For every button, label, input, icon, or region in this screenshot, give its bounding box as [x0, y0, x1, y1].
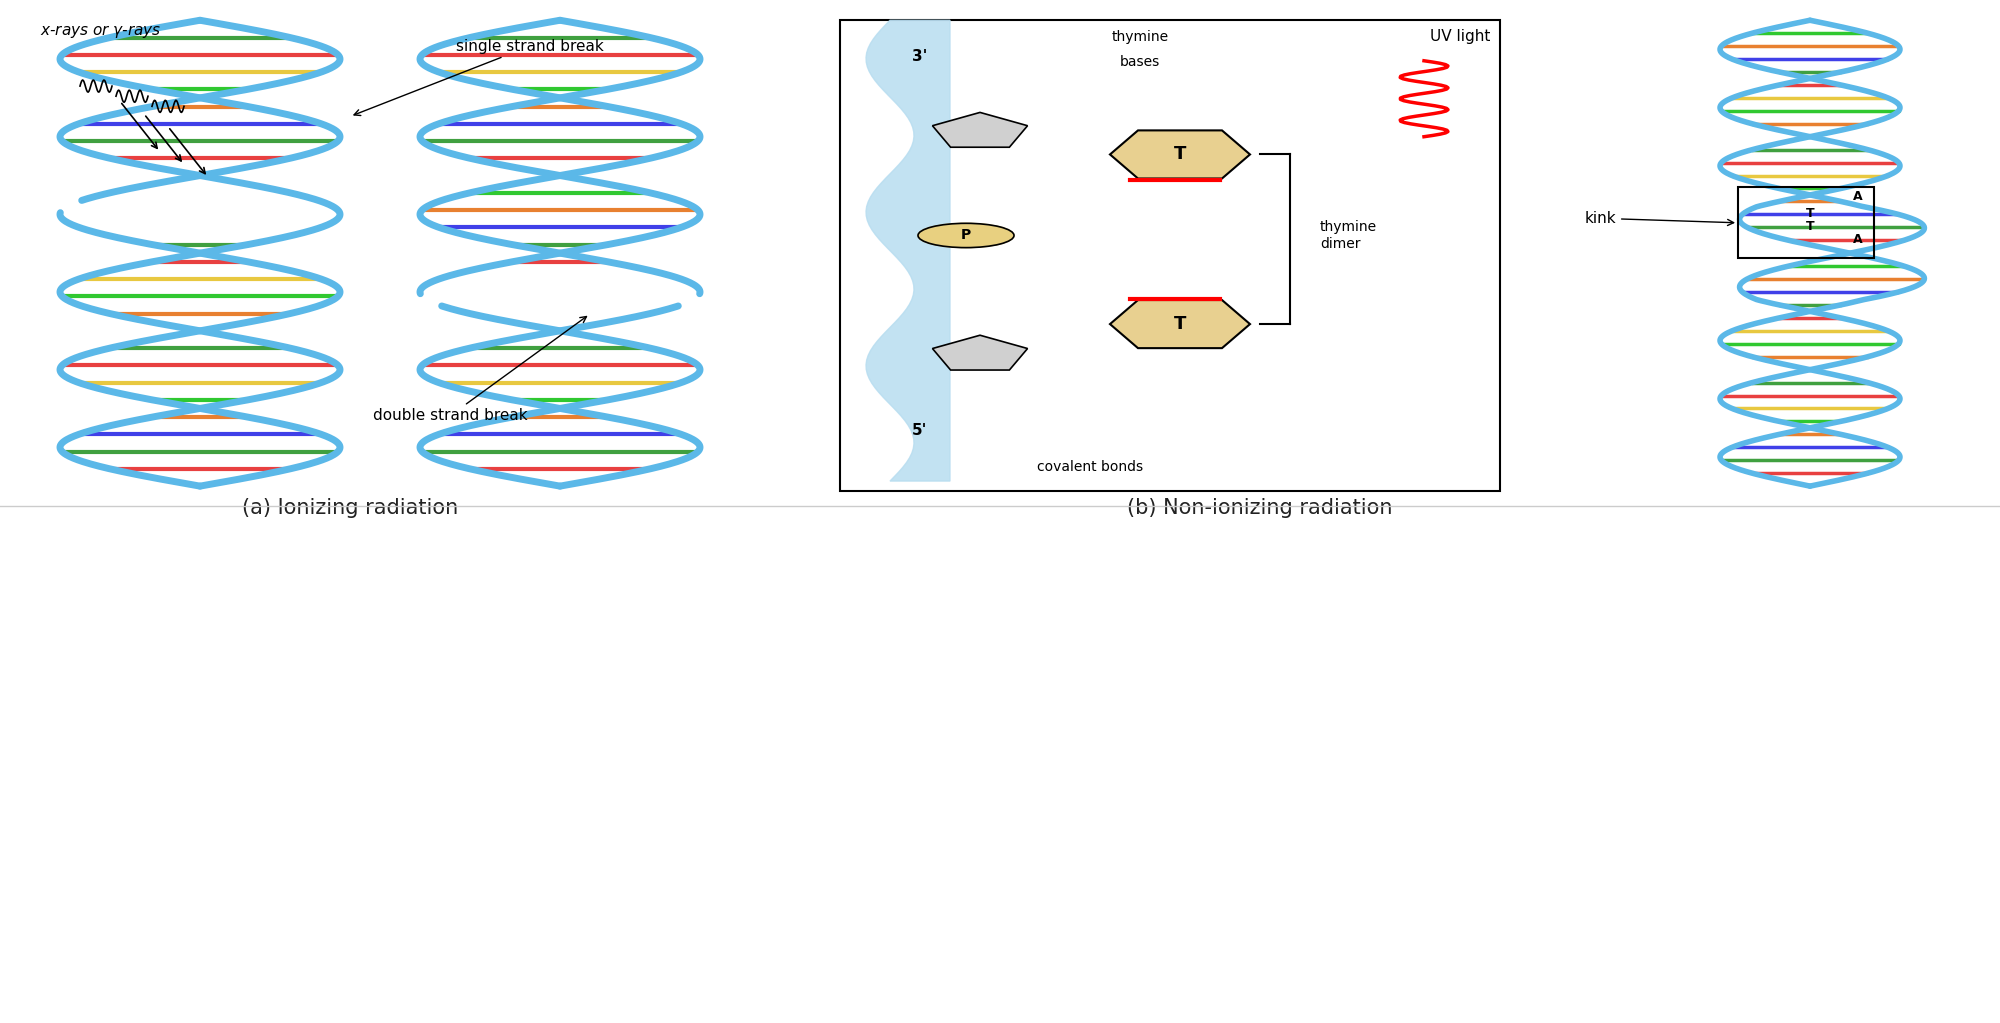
Circle shape — [918, 223, 1014, 248]
Text: NH: NH — [1750, 682, 1774, 698]
Text: T: T — [1174, 145, 1186, 164]
Text: O: O — [380, 721, 392, 737]
Text: UV light: UV light — [1430, 29, 1490, 44]
Text: sugar: sugar — [1582, 769, 1618, 783]
Text: O: O — [878, 636, 890, 651]
Text: HN: HN — [416, 682, 440, 698]
Text: NH: NH — [1010, 682, 1034, 698]
Polygon shape — [866, 20, 950, 481]
Text: sugar: sugar — [572, 769, 608, 783]
Text: bases: bases — [1120, 55, 1160, 69]
Text: double strand break: double strand break — [372, 316, 586, 424]
Text: N: N — [1314, 740, 1326, 754]
Text: O: O — [1058, 721, 1070, 737]
Text: O: O — [1798, 721, 1810, 737]
Text: T: T — [1806, 220, 1814, 233]
Text: sugar: sugar — [1302, 769, 1338, 783]
Text: covalent bonds: covalent bonds — [1036, 460, 1144, 474]
Text: O: O — [560, 636, 572, 651]
Text: kink: kink — [1584, 211, 1734, 226]
Text: single strand break: single strand break — [354, 39, 604, 116]
Text: N: N — [584, 740, 596, 754]
Text: O: O — [1110, 721, 1122, 737]
Text: 3': 3' — [912, 49, 928, 63]
Text: thymine
dimer: thymine dimer — [1320, 220, 1378, 251]
Text: P: P — [960, 228, 972, 242]
Text: (a) Ionizing radiation: (a) Ionizing radiation — [242, 498, 458, 519]
Text: N: N — [1594, 740, 1606, 754]
Polygon shape — [932, 336, 1028, 370]
Text: T: T — [1806, 208, 1814, 220]
Text: A: A — [1854, 232, 1862, 246]
FancyBboxPatch shape — [840, 20, 1500, 491]
Text: $x$-rays or $\gamma$-rays: $x$-rays or $\gamma$-rays — [40, 24, 162, 41]
Polygon shape — [1110, 130, 1250, 178]
Text: thymine: thymine — [1112, 30, 1168, 44]
Polygon shape — [1110, 300, 1250, 348]
Text: 5': 5' — [912, 424, 928, 439]
Polygon shape — [932, 113, 1028, 147]
Text: O: O — [1618, 636, 1630, 651]
Text: HN: HN — [1146, 682, 1170, 698]
Text: T: T — [1174, 315, 1186, 333]
Text: sugar: sugar — [842, 769, 878, 783]
Text: N: N — [854, 740, 866, 754]
Text: O: O — [1290, 636, 1302, 651]
Text: A: A — [1854, 190, 1862, 203]
Text: (b) Non-ionizing radiation: (b) Non-ionizing radiation — [1128, 498, 1392, 519]
